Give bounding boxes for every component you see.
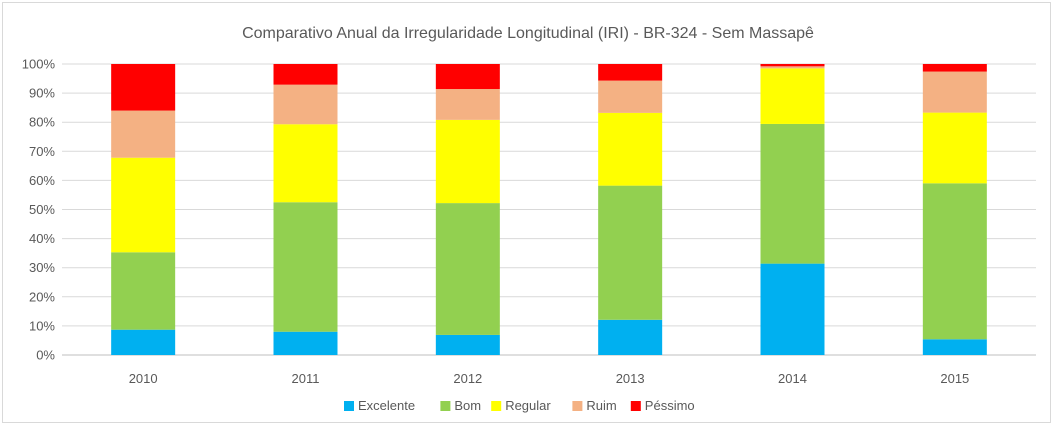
bar-segment-bom: [111, 252, 176, 330]
y-tick-label: 70%: [29, 144, 55, 159]
bar-segment-ruim: [922, 71, 987, 113]
legend-swatch: [344, 401, 354, 411]
bar-segment-regular: [111, 157, 176, 253]
legend-swatch: [572, 401, 583, 411]
bar-segment-bom: [435, 203, 500, 335]
bar-segment-bom: [922, 183, 987, 340]
y-tick-label: 90%: [29, 86, 55, 101]
y-tick-label: 60%: [29, 173, 55, 188]
bar-segment-excelente: [598, 319, 663, 355]
legend-swatch: [491, 401, 502, 411]
legend-label: Regular: [505, 398, 551, 413]
y-tick-label: 10%: [29, 318, 55, 333]
y-tick-label: 50%: [29, 202, 55, 217]
y-tick-label: 20%: [29, 289, 55, 304]
bar-segment-pssimo: [760, 64, 825, 67]
bar-segment-pssimo: [435, 64, 500, 90]
bar-segment-pssimo: [273, 64, 338, 85]
bar-segment-ruim: [598, 80, 663, 113]
x-tick-label: 2014: [778, 371, 807, 386]
y-tick-label: 80%: [29, 115, 55, 130]
legend: Excelente Bom Regular Ruim Péssimo: [344, 398, 695, 413]
bar-segment-bom: [760, 123, 825, 264]
x-tick-label: 2012: [453, 371, 482, 386]
bar-segment-bom: [273, 202, 338, 332]
legend-label: Péssimo: [645, 398, 695, 413]
bar-segment-ruim: [111, 110, 176, 158]
bar-segment-ruim: [435, 89, 500, 120]
legend-swatch: [440, 401, 451, 411]
bar-segment-pssimo: [111, 64, 176, 111]
legend-label: Ruim: [586, 398, 616, 413]
bar-segment-excelente: [111, 329, 176, 355]
bar-segment-regular: [435, 119, 500, 204]
bar-segment-ruim: [273, 84, 338, 125]
bar-segment-ruim: [760, 66, 825, 69]
y-tick-label: 40%: [29, 231, 55, 246]
bar-segment-pssimo: [922, 64, 987, 72]
bar-segment-regular: [922, 112, 987, 184]
bar-segment-excelente: [435, 334, 500, 355]
bar-segment-pssimo: [598, 64, 663, 81]
x-tick-label: 2010: [129, 371, 158, 386]
bar-segment-excelente: [922, 339, 987, 355]
bar-segment-excelente: [760, 263, 825, 355]
bar-segment-regular: [273, 124, 338, 203]
y-axis: 0% 10% 20% 30% 40% 50% 60% 70% 80% 90% 100%: [22, 57, 56, 363]
chart-title: Comparativo Anual da Irregularidade Long…: [242, 25, 814, 42]
y-tick-label: 0%: [36, 348, 55, 363]
y-tick-label: 30%: [29, 260, 55, 275]
gridlines: [62, 63, 1036, 356]
y-tick-label: 100%: [22, 57, 56, 72]
x-tick-label: 2015: [940, 371, 969, 386]
x-axis: 2010 2011 2012 2013 2014 2015: [129, 371, 970, 386]
bar-segment-regular: [598, 112, 663, 186]
bars: [111, 64, 987, 355]
x-tick-label: 2013: [616, 371, 645, 386]
bar-segment-regular: [760, 68, 825, 124]
x-tick-label: 2011: [292, 371, 320, 386]
bar-segment-excelente: [273, 331, 338, 355]
legend-label: Excelente: [358, 398, 415, 413]
bar-segment-bom: [598, 185, 663, 320]
legend-swatch: [630, 401, 641, 411]
legend-label: Bom: [454, 398, 481, 413]
